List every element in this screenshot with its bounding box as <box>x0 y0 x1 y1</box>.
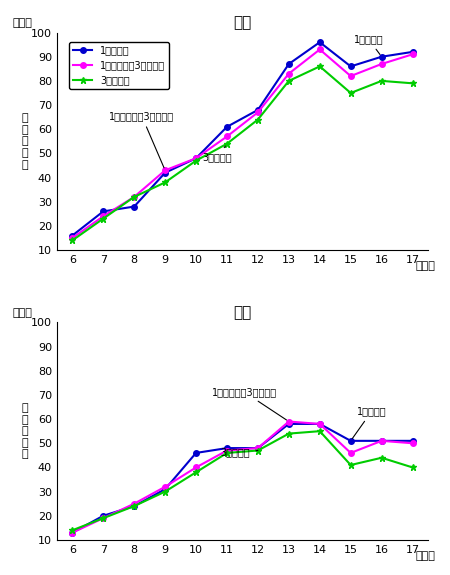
Text: 1時間未満: 1時間未満 <box>354 34 383 55</box>
Title: 男子: 男子 <box>233 15 252 30</box>
Text: 3時間以上: 3時間以上 <box>202 146 232 163</box>
Text: （歳）: （歳） <box>415 261 436 271</box>
Legend: 1時間未満, 1時間以上～3時間未満, 3時間以上: 1時間未満, 1時間以上～3時間未満, 3時間以上 <box>69 42 169 89</box>
Text: （回）: （回） <box>12 308 32 318</box>
Text: 1時間未満: 1時間未満 <box>352 407 387 439</box>
Text: （歳）: （歳） <box>415 551 436 561</box>
Title: 女子: 女子 <box>233 305 252 320</box>
Y-axis label: 折
り
返
し
数: 折 り 返 し 数 <box>22 403 28 459</box>
Text: 1時間以上～3時間未満: 1時間以上～3時間未満 <box>212 387 287 420</box>
Text: 1時間以上～3時間未満: 1時間以上～3時間未満 <box>109 112 175 168</box>
Text: 3時間以上: 3時間以上 <box>221 447 258 457</box>
Y-axis label: 折
り
返
し
数: 折 り 返 し 数 <box>22 113 28 170</box>
Text: （回）: （回） <box>12 18 32 28</box>
